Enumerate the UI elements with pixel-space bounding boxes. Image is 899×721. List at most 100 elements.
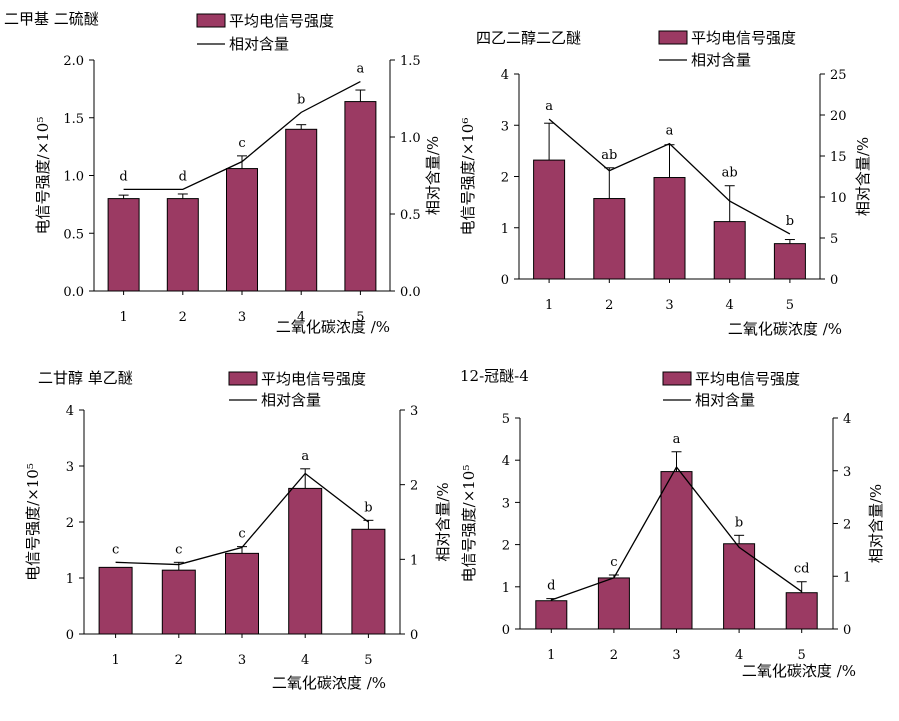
bar xyxy=(535,600,568,630)
y-tick-label: 4 xyxy=(501,68,509,83)
y2-tick-label: 15 xyxy=(830,150,847,165)
y-axis-label: 电信号强度/×10⁵ xyxy=(34,117,52,235)
bar xyxy=(166,198,199,292)
legend-bar-swatch xyxy=(196,13,226,28)
x-tick-label: 2 xyxy=(605,298,613,313)
y-tick-label: 0 xyxy=(501,273,509,288)
bar xyxy=(226,168,258,292)
bar xyxy=(785,592,818,630)
bar xyxy=(161,569,196,635)
significance-label: ab xyxy=(601,148,617,163)
y2-tick-label: 2 xyxy=(843,518,851,533)
x-tick-label: 5 xyxy=(356,310,364,325)
legend-bar-label: 平均电信号强度 xyxy=(691,29,796,47)
x-axis-label: 二氧化碳浓度 /% xyxy=(728,320,842,338)
line-series xyxy=(548,118,791,235)
legend-bar-swatch xyxy=(658,30,688,45)
y2-tick-label: 4 xyxy=(843,412,851,427)
y-tick-label: 0 xyxy=(502,623,510,638)
y2-tick-label: 0.5 xyxy=(400,208,421,223)
bar xyxy=(653,177,686,280)
legend-bar-swatch xyxy=(228,371,258,386)
y2-tick-label: 0 xyxy=(830,273,838,288)
y2-tick-label: 0 xyxy=(410,628,418,643)
x-tick-label: 4 xyxy=(735,648,743,663)
y2-axis-label: 相对含量/% xyxy=(854,137,872,216)
bar xyxy=(107,198,140,292)
chart-panel-1: 二甲基 二硫醚 平均电信号强度 相对含量 0.0 0.5 1.0 1.5 2.0 0.0 0.5 1… xyxy=(0,0,450,358)
significance-label: d xyxy=(119,169,127,184)
y-tick-label: 3 xyxy=(501,119,509,134)
y-tick-label: 1 xyxy=(501,222,509,237)
y-tick-label: 4 xyxy=(66,404,74,419)
chart-title: 四乙二醇二乙醚 xyxy=(476,29,581,47)
bar xyxy=(288,487,323,635)
x-tick-label: 1 xyxy=(547,648,555,663)
bar xyxy=(225,552,259,635)
chart-title: 二甲基 二硫醚 xyxy=(4,10,99,28)
y2-tick-label: 1.5 xyxy=(400,54,421,69)
x-tick-label: 1 xyxy=(545,298,553,313)
significance-label: b xyxy=(297,92,305,107)
bar xyxy=(351,528,386,635)
y-tick-label: 1 xyxy=(66,572,74,587)
significance-label: c xyxy=(610,555,617,570)
x-tick-label: 3 xyxy=(238,653,246,668)
y2-axis-label: 相对含量/% xyxy=(867,484,885,563)
significance-label: cd xyxy=(794,562,810,577)
y-tick-label: 2 xyxy=(501,171,509,186)
y-tick-label: 0.0 xyxy=(63,285,84,300)
x-tick-label: 4 xyxy=(297,310,305,325)
chart-panel-3: 二甘醇 单乙醚 平均电信号强度 相对含量 0 1 2 3 4 0 1 2 3 1 2 3 4 5 电信号强度/×1… xyxy=(0,358,452,717)
y-tick-label: 2 xyxy=(502,539,510,554)
y2-tick-label: 20 xyxy=(830,109,847,124)
bar xyxy=(344,101,377,292)
y2-tick-label: 5 xyxy=(830,232,838,247)
significance-label: b xyxy=(364,500,372,515)
y-tick-label: 1.0 xyxy=(63,170,84,185)
significance-label: d xyxy=(547,579,555,594)
significance-label: a xyxy=(545,99,553,114)
x-tick-label: 3 xyxy=(672,648,680,663)
significance-label: b xyxy=(786,214,794,229)
chart-title: 二甘醇 单乙醚 xyxy=(38,369,133,387)
x-axis-label: 二氧化碳浓度 /% xyxy=(742,662,856,680)
y-axis-label: 电信号强度/×10⁶ xyxy=(459,118,477,236)
y-tick-label: 0 xyxy=(66,628,74,643)
significance-label: ab xyxy=(722,166,738,181)
significance-label: c xyxy=(175,542,182,557)
significance-label: c xyxy=(238,136,245,151)
bar xyxy=(593,198,626,280)
bar xyxy=(723,543,756,630)
significance-label: a xyxy=(357,62,365,77)
y2-tick-label: 0 xyxy=(843,623,851,638)
legend-bar-swatch xyxy=(662,371,692,386)
bar xyxy=(98,566,133,635)
x-tick-label: 5 xyxy=(798,648,806,663)
y-tick-label: 0.5 xyxy=(63,227,84,242)
line-series xyxy=(551,465,803,601)
y-tick-label: 2 xyxy=(66,516,74,531)
x-tick-label: 2 xyxy=(179,310,187,325)
x-tick-label: 2 xyxy=(610,648,618,663)
legend-line-label: 相对含量 xyxy=(229,35,289,53)
significance-label: b xyxy=(735,515,743,530)
significance-label: a xyxy=(301,449,309,464)
x-axis-label: 二氧化碳浓度 /% xyxy=(276,318,390,336)
x-tick-label: 5 xyxy=(786,298,794,313)
x-tick-label: 5 xyxy=(364,653,372,668)
x-tick-label: 3 xyxy=(238,310,246,325)
y-tick-label: 5 xyxy=(502,412,510,427)
significance-label: a xyxy=(666,124,674,139)
line-series xyxy=(123,80,361,191)
bar xyxy=(773,243,806,280)
y-tick-label: 1.5 xyxy=(63,112,84,127)
y2-tick-label: 1.0 xyxy=(400,131,421,146)
legend-bar-label: 平均电信号强度 xyxy=(261,370,366,388)
legend-line-label: 相对含量 xyxy=(695,391,755,409)
y-axis-label: 电信号强度/×10⁵ xyxy=(460,465,478,583)
y-tick-label: 4 xyxy=(502,454,510,469)
